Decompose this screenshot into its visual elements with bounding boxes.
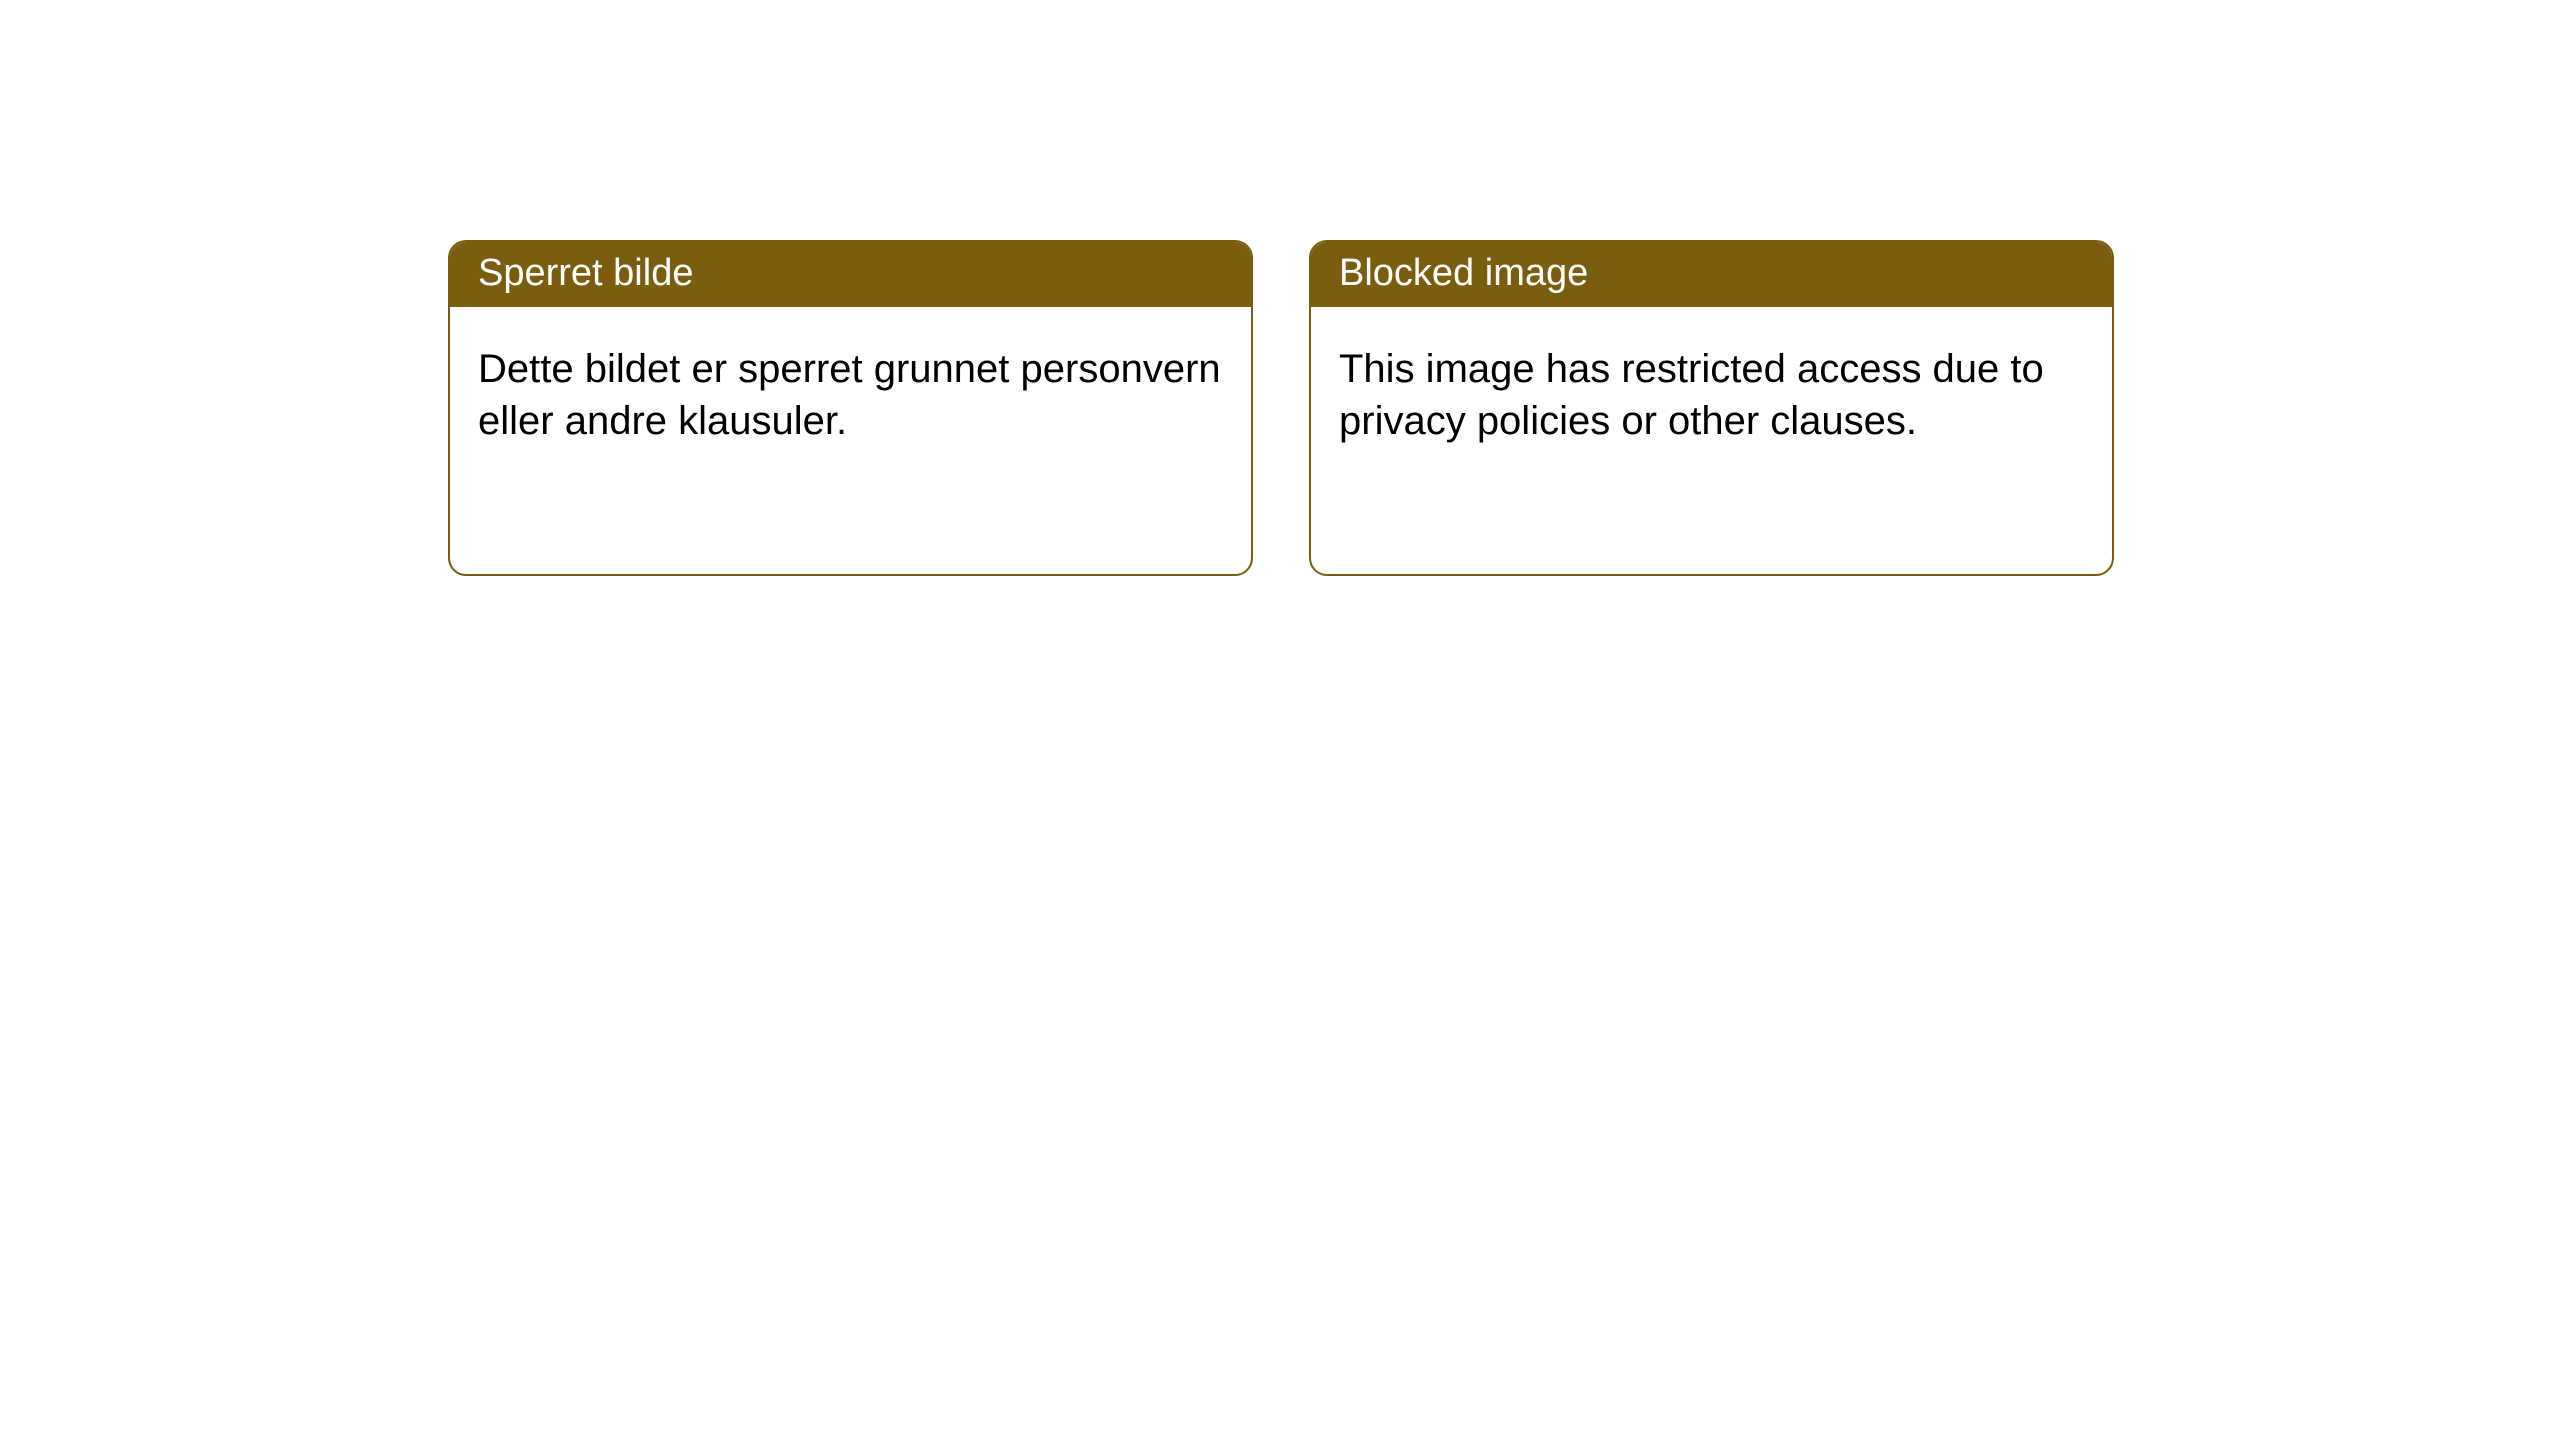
notice-cards-container: Sperret bilde Dette bildet er sperret gr… [0, 0, 2560, 576]
card-body: Dette bildet er sperret grunnet personve… [450, 307, 1251, 475]
blocked-image-card-norwegian: Sperret bilde Dette bildet er sperret gr… [448, 240, 1253, 576]
card-body: This image has restricted access due to … [1311, 307, 2112, 475]
card-header: Sperret bilde [450, 242, 1251, 307]
card-title: Sperret bilde [478, 252, 693, 294]
card-body-text: Dette bildet er sperret grunnet personve… [478, 347, 1221, 443]
card-body-text: This image has restricted access due to … [1339, 347, 2044, 443]
blocked-image-card-english: Blocked image This image has restricted … [1309, 240, 2114, 576]
card-title: Blocked image [1339, 252, 1588, 294]
card-header: Blocked image [1311, 242, 2112, 307]
